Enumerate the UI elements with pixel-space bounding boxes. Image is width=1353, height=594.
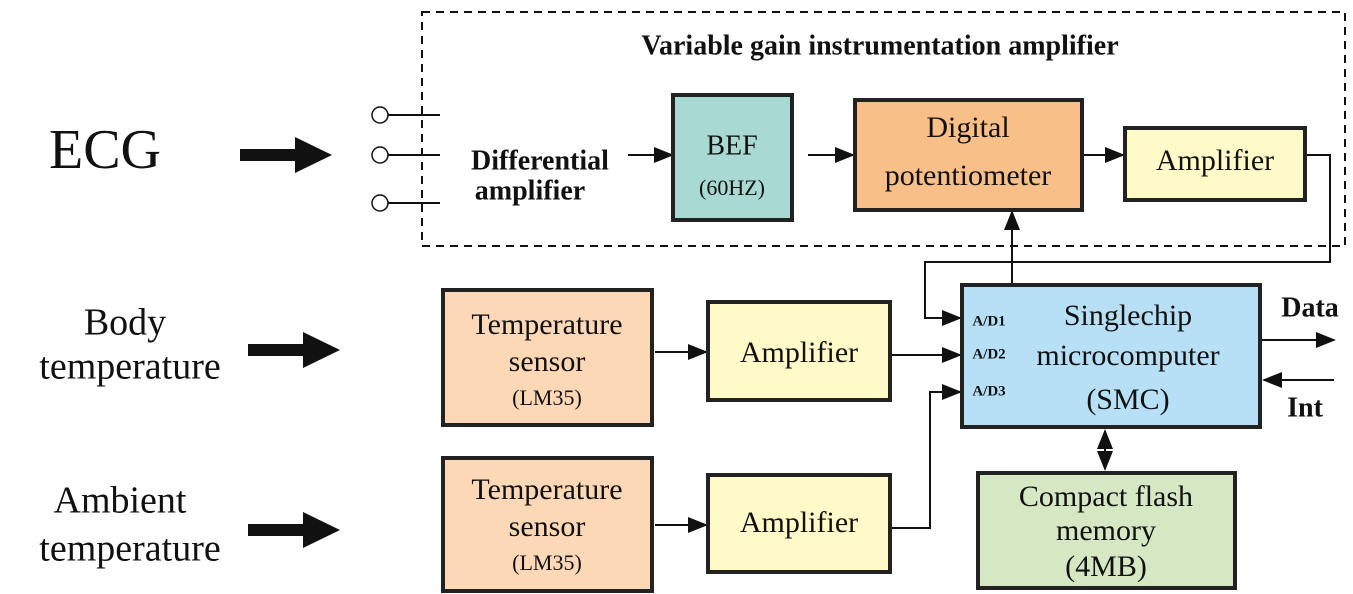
input-label: Body	[84, 302, 166, 344]
big-arrows	[240, 137, 340, 548]
node-label: sensor	[509, 345, 586, 378]
dashed-group	[421, 11, 1346, 247]
node-label: (LM35)	[512, 385, 582, 410]
potentiometer-box	[853, 98, 1084, 212]
output-label: Data	[1281, 292, 1339, 323]
input-label: temperature	[39, 346, 220, 388]
node-label: memory	[1056, 514, 1156, 547]
electrodes	[371, 106, 440, 212]
connectors	[628, 147, 1336, 533]
node-label: Digital	[926, 111, 1009, 144]
node-label: Differential	[471, 145, 609, 176]
node-label: microcomputer	[1036, 339, 1219, 372]
node-label: sensor	[509, 510, 586, 543]
node-label: Temperature	[471, 473, 622, 506]
port-label: A/D3	[972, 383, 1005, 399]
flash-box	[976, 471, 1237, 590]
sensor-box	[441, 288, 654, 427]
input-label: temperature	[39, 528, 220, 570]
node-label: (SMC)	[1086, 383, 1169, 416]
node-label: (4MB)	[1065, 550, 1147, 583]
amplifier-box	[706, 473, 892, 574]
output-label: Int	[1287, 392, 1323, 423]
group-title: Variable gain instrumentation amplifier	[641, 30, 1118, 61]
node-label: Amplifier	[740, 506, 858, 539]
node-label: Temperature	[471, 308, 622, 341]
port-label: A/D1	[972, 313, 1005, 329]
node-label: BEF	[706, 130, 757, 161]
node-label: Singlechip	[1064, 299, 1192, 332]
node-label: Compact flash	[1019, 480, 1193, 513]
node-label: (LM35)	[512, 550, 582, 575]
smc-box	[960, 283, 1262, 429]
sensor-box	[441, 456, 654, 593]
amplifier-box	[1123, 126, 1307, 202]
node-label: amplifier	[475, 175, 585, 206]
input-label: Ambient	[54, 480, 187, 522]
node-label: Amplifier	[740, 336, 858, 369]
node-label: (60HZ)	[699, 175, 765, 200]
bef-box	[671, 93, 794, 222]
port-label: A/D2	[972, 346, 1005, 362]
node-label: potentiometer	[885, 159, 1052, 192]
node-label: Amplifier	[1156, 144, 1274, 177]
input-label: ECG	[49, 119, 161, 181]
amplifier-box	[706, 300, 892, 402]
